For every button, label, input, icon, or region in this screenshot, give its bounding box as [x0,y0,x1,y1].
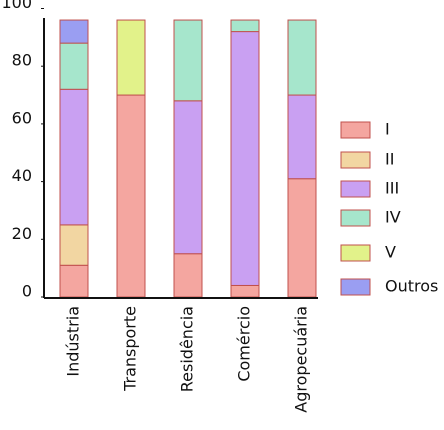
y-tick-label: 80 [12,51,32,70]
legend-label: I [385,120,390,139]
bar-segment [230,31,260,286]
x-tick-label: Comércio [235,306,254,382]
bar-segment [287,94,317,180]
legend-label: IV [385,208,401,227]
bar-segment [287,19,317,96]
legend-swatch [340,151,371,169]
x-tick-label: Transporte [121,306,140,392]
y-tick-label: 100 [1,0,32,12]
bar-segment [173,100,203,255]
y-tick-label: 40 [12,166,32,185]
legend-label: V [385,243,396,262]
bar-segment [59,42,89,90]
bar-segment [116,19,146,96]
legend-label: Outros [385,277,438,296]
legend-swatch [340,180,371,198]
x-tick-label: Indústria [64,306,83,377]
bar-segment [59,88,89,226]
legend-swatch [340,244,371,262]
bar-segment [59,264,89,298]
bar-segment [59,224,89,266]
legend-label: II [385,150,394,169]
x-tick-label: Agropecuária [292,306,311,413]
legend-label: III [385,179,399,198]
bar-segment [287,178,317,298]
x-tick-label: Residência [178,306,197,392]
y-tick-label: 20 [12,224,32,243]
legend-swatch [340,209,371,227]
y-tick-label: 60 [12,108,32,127]
legend-swatch [340,278,371,296]
legend-swatch [340,121,371,139]
bar-segment [116,94,146,298]
y-tick-label: 0 [22,282,32,301]
bar-segment [173,253,203,298]
bar-segment [230,19,260,33]
bar-segment [59,19,89,44]
bar-segment [230,284,260,298]
bar-segment [173,19,203,102]
